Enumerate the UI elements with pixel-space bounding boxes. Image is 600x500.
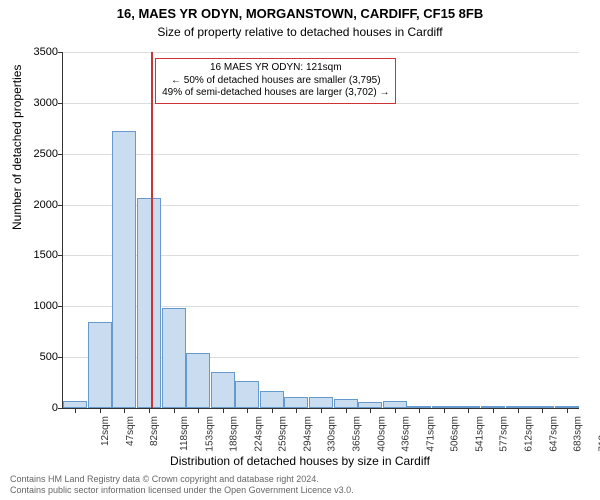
bar [112, 131, 136, 408]
chart-container: 16, MAES YR ODYN, MORGANSTOWN, CARDIFF, … [0, 0, 600, 500]
x-tick-label: 82sqm [149, 416, 160, 446]
x-tick-label: 12sqm [100, 416, 111, 446]
y-tick-label: 0 [22, 402, 58, 414]
y-tick-label: 3000 [22, 97, 58, 109]
bar [211, 372, 235, 408]
x-tick-label: 683sqm [573, 416, 584, 452]
bar [309, 397, 333, 408]
y-tick-label: 2000 [22, 199, 58, 211]
bar [260, 391, 284, 408]
bar [383, 401, 407, 408]
x-tick-label: 365sqm [352, 416, 363, 452]
bar [235, 381, 259, 408]
marker-line [151, 52, 153, 408]
bar [334, 399, 358, 408]
x-tick-label: 541sqm [474, 416, 485, 452]
bar [284, 397, 308, 408]
y-tick-label: 3500 [22, 46, 58, 58]
plot-area: 16 MAES YR ODYN: 121sqm← 50% of detached… [62, 52, 579, 409]
x-tick-label: 577sqm [499, 416, 510, 452]
marker-annotation-line: ← 50% of detached houses are smaller (3,… [162, 75, 389, 88]
bar [137, 198, 161, 408]
chart-subtitle: Size of property relative to detached ho… [0, 23, 600, 39]
x-tick-label: 188sqm [229, 416, 240, 452]
marker-annotation: 16 MAES YR ODYN: 121sqm← 50% of detached… [155, 58, 396, 104]
y-tick-label: 2500 [22, 148, 58, 160]
x-tick-label: 400sqm [376, 416, 387, 452]
x-tick-label: 436sqm [401, 416, 412, 452]
footer-line-1: Contains HM Land Registry data © Crown c… [10, 474, 354, 485]
bar [162, 308, 186, 408]
x-tick-label: 47sqm [125, 416, 136, 446]
x-tick-label: 294sqm [302, 416, 313, 452]
x-tick-label: 118sqm [179, 416, 190, 451]
y-tick-label: 1000 [22, 300, 58, 312]
x-axis-label: Distribution of detached houses by size … [0, 454, 600, 468]
marker-annotation-line: 49% of semi-detached houses are larger (… [162, 87, 389, 100]
x-tick-label: 471sqm [425, 416, 436, 452]
bar [63, 401, 87, 408]
footer-line-2: Contains public sector information licen… [10, 485, 354, 496]
x-tick-label: 224sqm [253, 416, 264, 452]
gridline [63, 154, 579, 155]
x-tick-label: 506sqm [450, 416, 461, 452]
chart-title: 16, MAES YR ODYN, MORGANSTOWN, CARDIFF, … [0, 0, 600, 23]
bar [88, 322, 112, 408]
marker-annotation-line: 16 MAES YR ODYN: 121sqm [162, 62, 389, 75]
x-tick-label: 612sqm [524, 416, 535, 452]
x-tick-label: 330sqm [327, 416, 338, 452]
footer-text: Contains HM Land Registry data © Crown c… [10, 474, 354, 496]
x-tick-label: 647sqm [548, 416, 559, 452]
gridline [63, 52, 579, 53]
x-tick-label: 153sqm [204, 416, 215, 452]
bar [186, 353, 210, 408]
x-tick-label: 259sqm [278, 416, 289, 452]
y-tick-label: 1500 [22, 249, 58, 261]
y-tick-label: 500 [22, 351, 58, 363]
